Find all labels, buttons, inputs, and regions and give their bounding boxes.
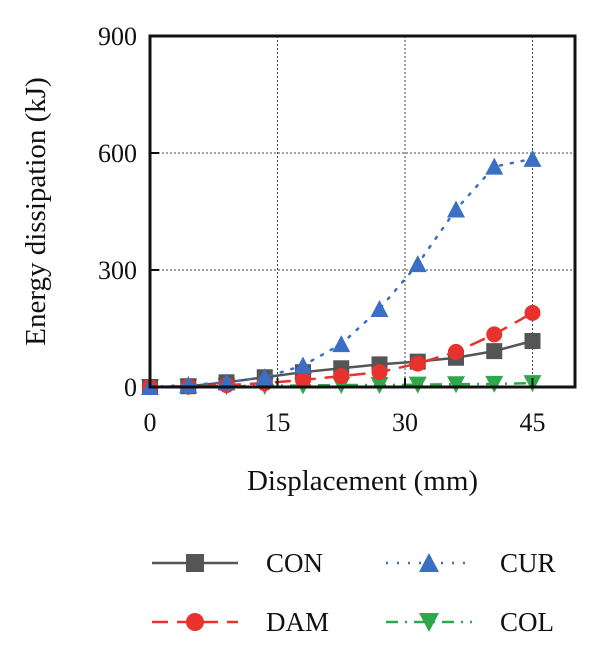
data-point-cur <box>523 149 542 167</box>
data-point-cur <box>332 335 351 353</box>
x-tick-label: 0 <box>144 408 157 437</box>
legend-item-con: CON <box>152 548 323 578</box>
data-point-dam <box>333 368 350 385</box>
y-tick-label: 0 <box>124 373 137 402</box>
data-point-col <box>408 376 427 394</box>
data-point-dam <box>486 326 503 343</box>
data-point-cur <box>255 368 274 386</box>
data-point-dam <box>295 371 311 388</box>
y-tick-label: 600 <box>98 139 137 168</box>
data-point-cur <box>447 200 465 218</box>
data-point-dam <box>409 355 426 372</box>
data-point-cur <box>179 376 198 394</box>
data-point-con <box>486 343 503 360</box>
legend-marker <box>186 613 204 631</box>
data-point-cur <box>370 300 389 317</box>
legend-marker <box>186 554 204 572</box>
grid <box>150 36 575 387</box>
x-tick-label: 30 <box>392 408 418 437</box>
data-point-cur <box>485 157 504 175</box>
legend-label: CON <box>266 548 323 578</box>
legend-item-col: COL <box>386 607 554 637</box>
y-tick-label: 300 <box>98 256 137 285</box>
legend-marker <box>419 613 439 632</box>
x-axis-label: Displacement (mm) <box>247 465 478 497</box>
y-axis-label: Energy dissipation (kJ) <box>20 77 52 346</box>
legend-item-dam: DAM <box>152 607 329 637</box>
legend-label: CUR <box>500 548 556 578</box>
axis-ticks: 0 15 30 45 0 300 600 900 <box>98 22 546 437</box>
data-point-con <box>524 332 541 349</box>
data-point-col <box>447 376 465 394</box>
legend-item-cur: CUR <box>386 548 556 578</box>
x-tick-label: 15 <box>265 408 291 437</box>
series-line-cur <box>148 157 534 389</box>
data-point-dam <box>524 304 541 321</box>
series-cur <box>141 149 542 395</box>
data-point-dam <box>448 343 464 360</box>
data-point-cur <box>294 356 312 374</box>
legend-label: COL <box>500 607 554 637</box>
plot-frame <box>148 34 577 389</box>
legend: CON DAM CUR COL <box>152 548 556 637</box>
legend-label: DAM <box>266 607 329 637</box>
data-point-cur <box>408 255 427 273</box>
y-tick-label: 900 <box>98 22 137 51</box>
x-tick-label: 45 <box>520 408 546 437</box>
data-point-dam <box>371 364 388 381</box>
data-point-col <box>485 375 504 393</box>
series-group <box>141 149 542 396</box>
legend-marker <box>419 553 439 572</box>
